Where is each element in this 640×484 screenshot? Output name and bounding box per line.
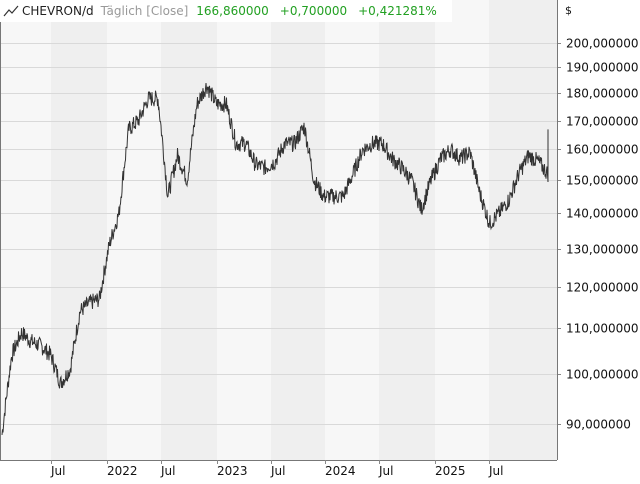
- time-band: [489, 0, 557, 460]
- currency-label: $: [565, 4, 572, 17]
- price-line: [1, 83, 549, 435]
- time-band: [161, 0, 217, 460]
- y-tick-label: 110,000000: [566, 322, 639, 336]
- x-tick-label: 2024: [325, 464, 356, 478]
- x-tick-label: Jul: [488, 464, 503, 478]
- price-change: +0,700000: [279, 4, 348, 18]
- x-tick-label: Jul: [50, 464, 65, 478]
- y-tick-label: 90,000000: [566, 418, 631, 432]
- last-price: 166,860000: [196, 4, 269, 18]
- y-tick-label: 120,000000: [566, 281, 639, 295]
- y-tick-label: 150,000000: [566, 174, 639, 188]
- time-band: [271, 0, 325, 460]
- y-tick-label: 180,000000: [566, 87, 639, 101]
- x-tick-label: 2025: [435, 464, 466, 478]
- y-tick-label: 160,000000: [566, 143, 639, 157]
- time-band: [51, 0, 107, 460]
- price-change-percent: +0,421281%: [358, 4, 437, 18]
- y-tick-label: 190,000000: [566, 61, 639, 75]
- y-tick-label: 140,000000: [566, 207, 639, 221]
- period-label: Täglich [Close]: [100, 4, 189, 18]
- symbol-label: CHEVRON/d: [22, 4, 94, 18]
- y-tick-label: 200,000000: [566, 37, 639, 51]
- y-tick-label: 100,000000: [566, 368, 639, 382]
- y-tick-label: 130,000000: [566, 243, 639, 257]
- time-band: [107, 0, 161, 460]
- y-tick-label: 170,000000: [566, 115, 639, 129]
- x-tick-label: Jul: [160, 464, 175, 478]
- chart-header: CHEVRON/d Täglich [Close] 166,860000 +0,…: [0, 0, 452, 22]
- time-band: [325, 0, 379, 460]
- time-band: [217, 0, 271, 460]
- x-tick-label: 2023: [217, 464, 248, 478]
- x-tick-label: Jul: [378, 464, 393, 478]
- line-chart-icon: [3, 5, 19, 17]
- time-band: [379, 0, 435, 460]
- x-tick-label: Jul: [270, 464, 285, 478]
- x-tick-label: 2022: [107, 464, 138, 478]
- time-band: [435, 0, 489, 460]
